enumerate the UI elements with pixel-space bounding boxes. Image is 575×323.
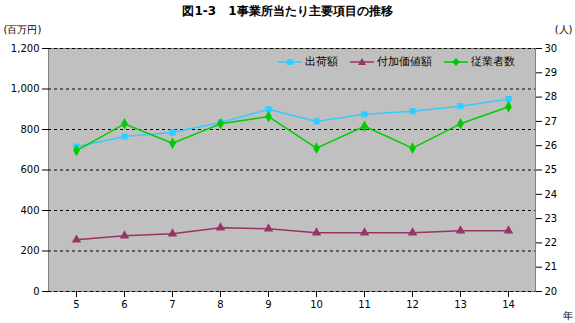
html-text:従業者数: 従業者数 (471, 55, 515, 68)
svg-text:5: 5 (73, 299, 79, 310)
svg-text:200: 200 (20, 245, 39, 256)
svg-text:800: 800 (20, 124, 39, 135)
svg-text:1,000: 1,000 (11, 83, 40, 94)
svg-text:25: 25 (545, 164, 558, 175)
svg-text:400: 400 (20, 205, 39, 216)
svg-text:(人): (人) (555, 24, 573, 35)
svg-text:28: 28 (545, 91, 558, 102)
svg-text:27: 27 (545, 116, 558, 127)
svg-text:0: 0 (33, 286, 39, 297)
svg-text:21: 21 (545, 261, 558, 272)
html-text:出荷額: 出荷額 (305, 55, 338, 68)
svg-text:11: 11 (358, 299, 371, 310)
svg-text:8: 8 (217, 299, 223, 310)
svg-text:10: 10 (310, 299, 323, 310)
svg-text:13: 13 (454, 299, 467, 310)
svg-text:600: 600 (20, 164, 39, 175)
svg-text:20: 20 (545, 286, 558, 297)
svg-text:14: 14 (502, 299, 515, 310)
svg-text:12: 12 (406, 299, 419, 310)
svg-text:1,200: 1,200 (11, 43, 40, 54)
svg-text:(百万円): (百万円) (4, 24, 42, 35)
svg-text:年: 年 (563, 310, 573, 321)
svg-text:29: 29 (545, 67, 558, 78)
svg-text:24: 24 (545, 189, 558, 200)
svg-text:7: 7 (169, 299, 175, 310)
svg-text:22: 22 (545, 237, 558, 248)
html-text:図1-3 1事業所当たり主要項目の推移: 図1-3 1事業所当たり主要項目の推移 (182, 4, 393, 18)
svg-text:30: 30 (545, 43, 558, 54)
svg-text:23: 23 (545, 213, 558, 224)
html-text:付加価値額: 付加価値額 (377, 55, 432, 68)
svg-text:9: 9 (265, 299, 271, 310)
svg-text:6: 6 (121, 299, 127, 310)
svg-text:26: 26 (545, 140, 558, 151)
